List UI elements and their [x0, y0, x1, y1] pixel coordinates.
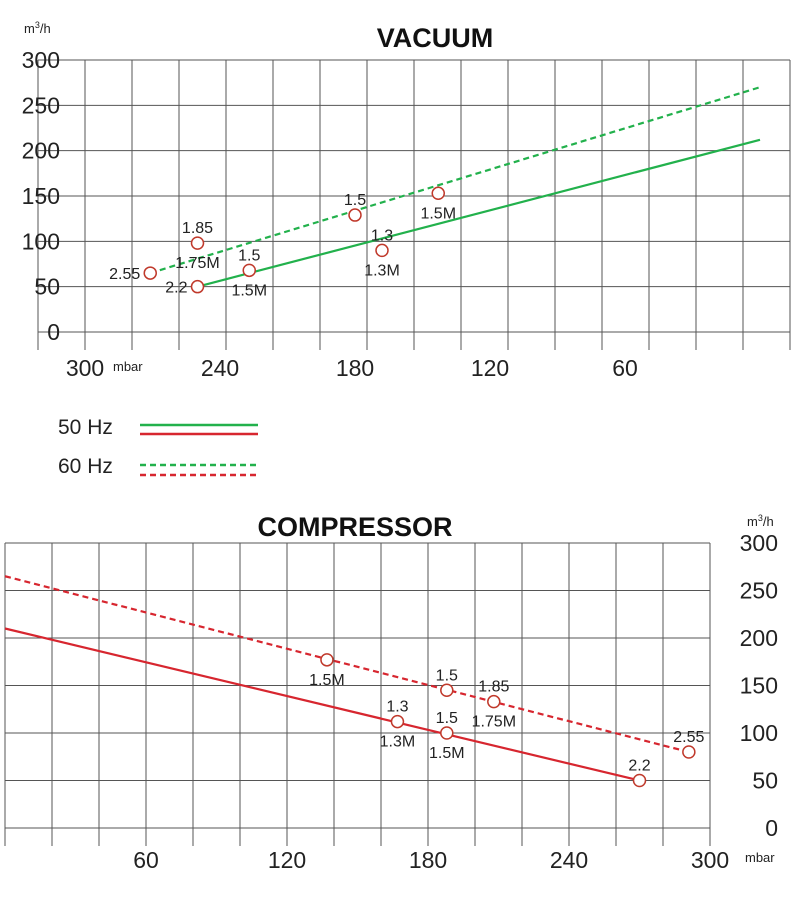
- y-tick-label: 250: [22, 92, 60, 118]
- data-point-label: 2.55: [109, 266, 140, 283]
- x-tick-label: 180: [336, 355, 374, 381]
- legend: 50 Hz 60 Hz: [58, 416, 258, 478]
- data-point-label: 1.85: [182, 220, 213, 237]
- series-line-50hz: [197, 138, 761, 288]
- vacuum-chart-title: VACUUM: [377, 23, 494, 53]
- data-point-marker: [440, 726, 454, 740]
- vacuum-y-unit-base: m: [24, 21, 35, 36]
- x-tick-label: 60: [133, 847, 159, 873]
- data-point-label: 1.3M: [364, 262, 400, 279]
- data-point-label: 1.85: [478, 679, 509, 696]
- vacuum-chart: VACUUM 0 50 100 150 200 250 300 300 240 180 120 60…: [22, 20, 791, 381]
- x-tick-label: 240: [201, 355, 239, 381]
- data-point-marker: [632, 773, 647, 788]
- data-point-marker: [242, 263, 256, 278]
- vacuum-grid: [37, 59, 791, 350]
- data-point-label: 1.5: [436, 710, 458, 727]
- y-tick-label: 150: [740, 673, 778, 699]
- data-point-marker: [190, 279, 205, 294]
- data-point-label: 1.75M: [472, 714, 516, 731]
- data-point-marker: [348, 208, 362, 222]
- x-tick-label: 120: [471, 355, 509, 381]
- y-tick-label: 50: [752, 768, 778, 794]
- compressor-y-unit-base: m: [747, 514, 758, 529]
- vacuum-y-unit-exp: 3: [35, 20, 40, 30]
- y-tick-label: 50: [34, 274, 60, 300]
- compressor-chart-title: COMPRESSOR: [257, 512, 452, 542]
- data-point-label: 2.2: [165, 280, 187, 297]
- legend-label-60hz: 60 Hz: [58, 455, 113, 478]
- legend-label-50hz: 50 Hz: [58, 416, 113, 439]
- data-point-label: 1.5M: [309, 672, 345, 689]
- data-point-marker: [487, 694, 501, 709]
- y-tick-label: 0: [765, 815, 778, 841]
- data-point-marker: [143, 266, 157, 280]
- x-tick-label: 180: [409, 847, 447, 873]
- data-point-label: 1.5: [436, 667, 458, 684]
- compressor-y-unit-rest: /h: [763, 514, 774, 529]
- data-point-label: 1.5: [344, 192, 366, 209]
- data-point-label: 1.3M: [380, 734, 416, 751]
- compressor-x-unit: mbar: [745, 850, 775, 865]
- vacuum-y-unit-rest: /h: [40, 21, 51, 36]
- compressor-chart: COMPRESSOR 0 50 100 150 200 250 300 60 120 180 24…: [4, 512, 778, 873]
- series-line-50hz: [4, 627, 640, 782]
- compressor-y-unit: m3/h: [747, 513, 774, 529]
- y-tick-label: 200: [22, 138, 60, 164]
- data-point-marker: [682, 745, 696, 759]
- data-point-label: 2.55: [673, 729, 704, 746]
- x-tick-label: 300: [691, 847, 729, 873]
- series-line-60hz: [4, 575, 690, 754]
- data-point-label: 1.75M: [175, 255, 219, 272]
- x-tick-label: 240: [550, 847, 588, 873]
- compressor-y-unit-exp: 3: [758, 513, 763, 523]
- data-point-label: 1.5: [238, 247, 260, 264]
- data-point-marker: [190, 236, 205, 250]
- x-tick-label: 120: [268, 847, 306, 873]
- compressor-series: [4, 575, 690, 782]
- data-point-marker: [375, 243, 389, 258]
- y-tick-label: 200: [740, 625, 778, 651]
- series-line-60hz: [149, 86, 761, 275]
- data-point-label: 2.2: [628, 758, 650, 775]
- data-point-label: 1.5M: [231, 282, 267, 299]
- data-point-marker: [390, 714, 405, 729]
- compressor-points: 1.5M 1.5 1.85 1.75M 1.3 1.3M 1.5 1.5M 2.2 2.55: [309, 653, 705, 788]
- y-tick-label: 300: [740, 530, 778, 556]
- vacuum-points: 2.55 1.85 1.75M 2.2 1.5 1.5M 1.5 1.3 1.3M 1.5M: [109, 186, 456, 299]
- data-point-marker: [431, 186, 445, 201]
- x-tick-label: 60: [612, 355, 638, 381]
- compressor-x-ticks: 60 120 180 240 300: [133, 847, 729, 873]
- y-tick-label: 300: [22, 47, 60, 73]
- x-tick-label: 300: [66, 355, 104, 381]
- y-tick-label: 100: [22, 228, 60, 254]
- compressor-grid: [4, 542, 711, 846]
- data-point-marker: [320, 653, 334, 667]
- vacuum-x-ticks: 300 240 180 120 60: [66, 355, 638, 381]
- data-point-label: 1.3: [371, 227, 393, 244]
- vacuum-x-unit: mbar: [113, 359, 143, 374]
- data-point-label: 1.3: [386, 699, 408, 716]
- y-tick-label: 0: [47, 319, 60, 345]
- data-point-label: 1.5M: [429, 745, 465, 762]
- vacuum-series: [149, 86, 761, 288]
- data-point-marker: [440, 683, 454, 697]
- y-tick-label: 100: [740, 720, 778, 746]
- data-point-label: 1.5M: [420, 205, 456, 222]
- y-tick-label: 150: [22, 183, 60, 209]
- vacuum-y-ticks: 0 50 100 150 200 250 300: [22, 47, 60, 345]
- vacuum-y-unit: m3/h: [24, 20, 51, 36]
- compressor-y-ticks: 0 50 100 150 200 250 300: [740, 530, 778, 841]
- y-tick-label: 250: [740, 578, 778, 604]
